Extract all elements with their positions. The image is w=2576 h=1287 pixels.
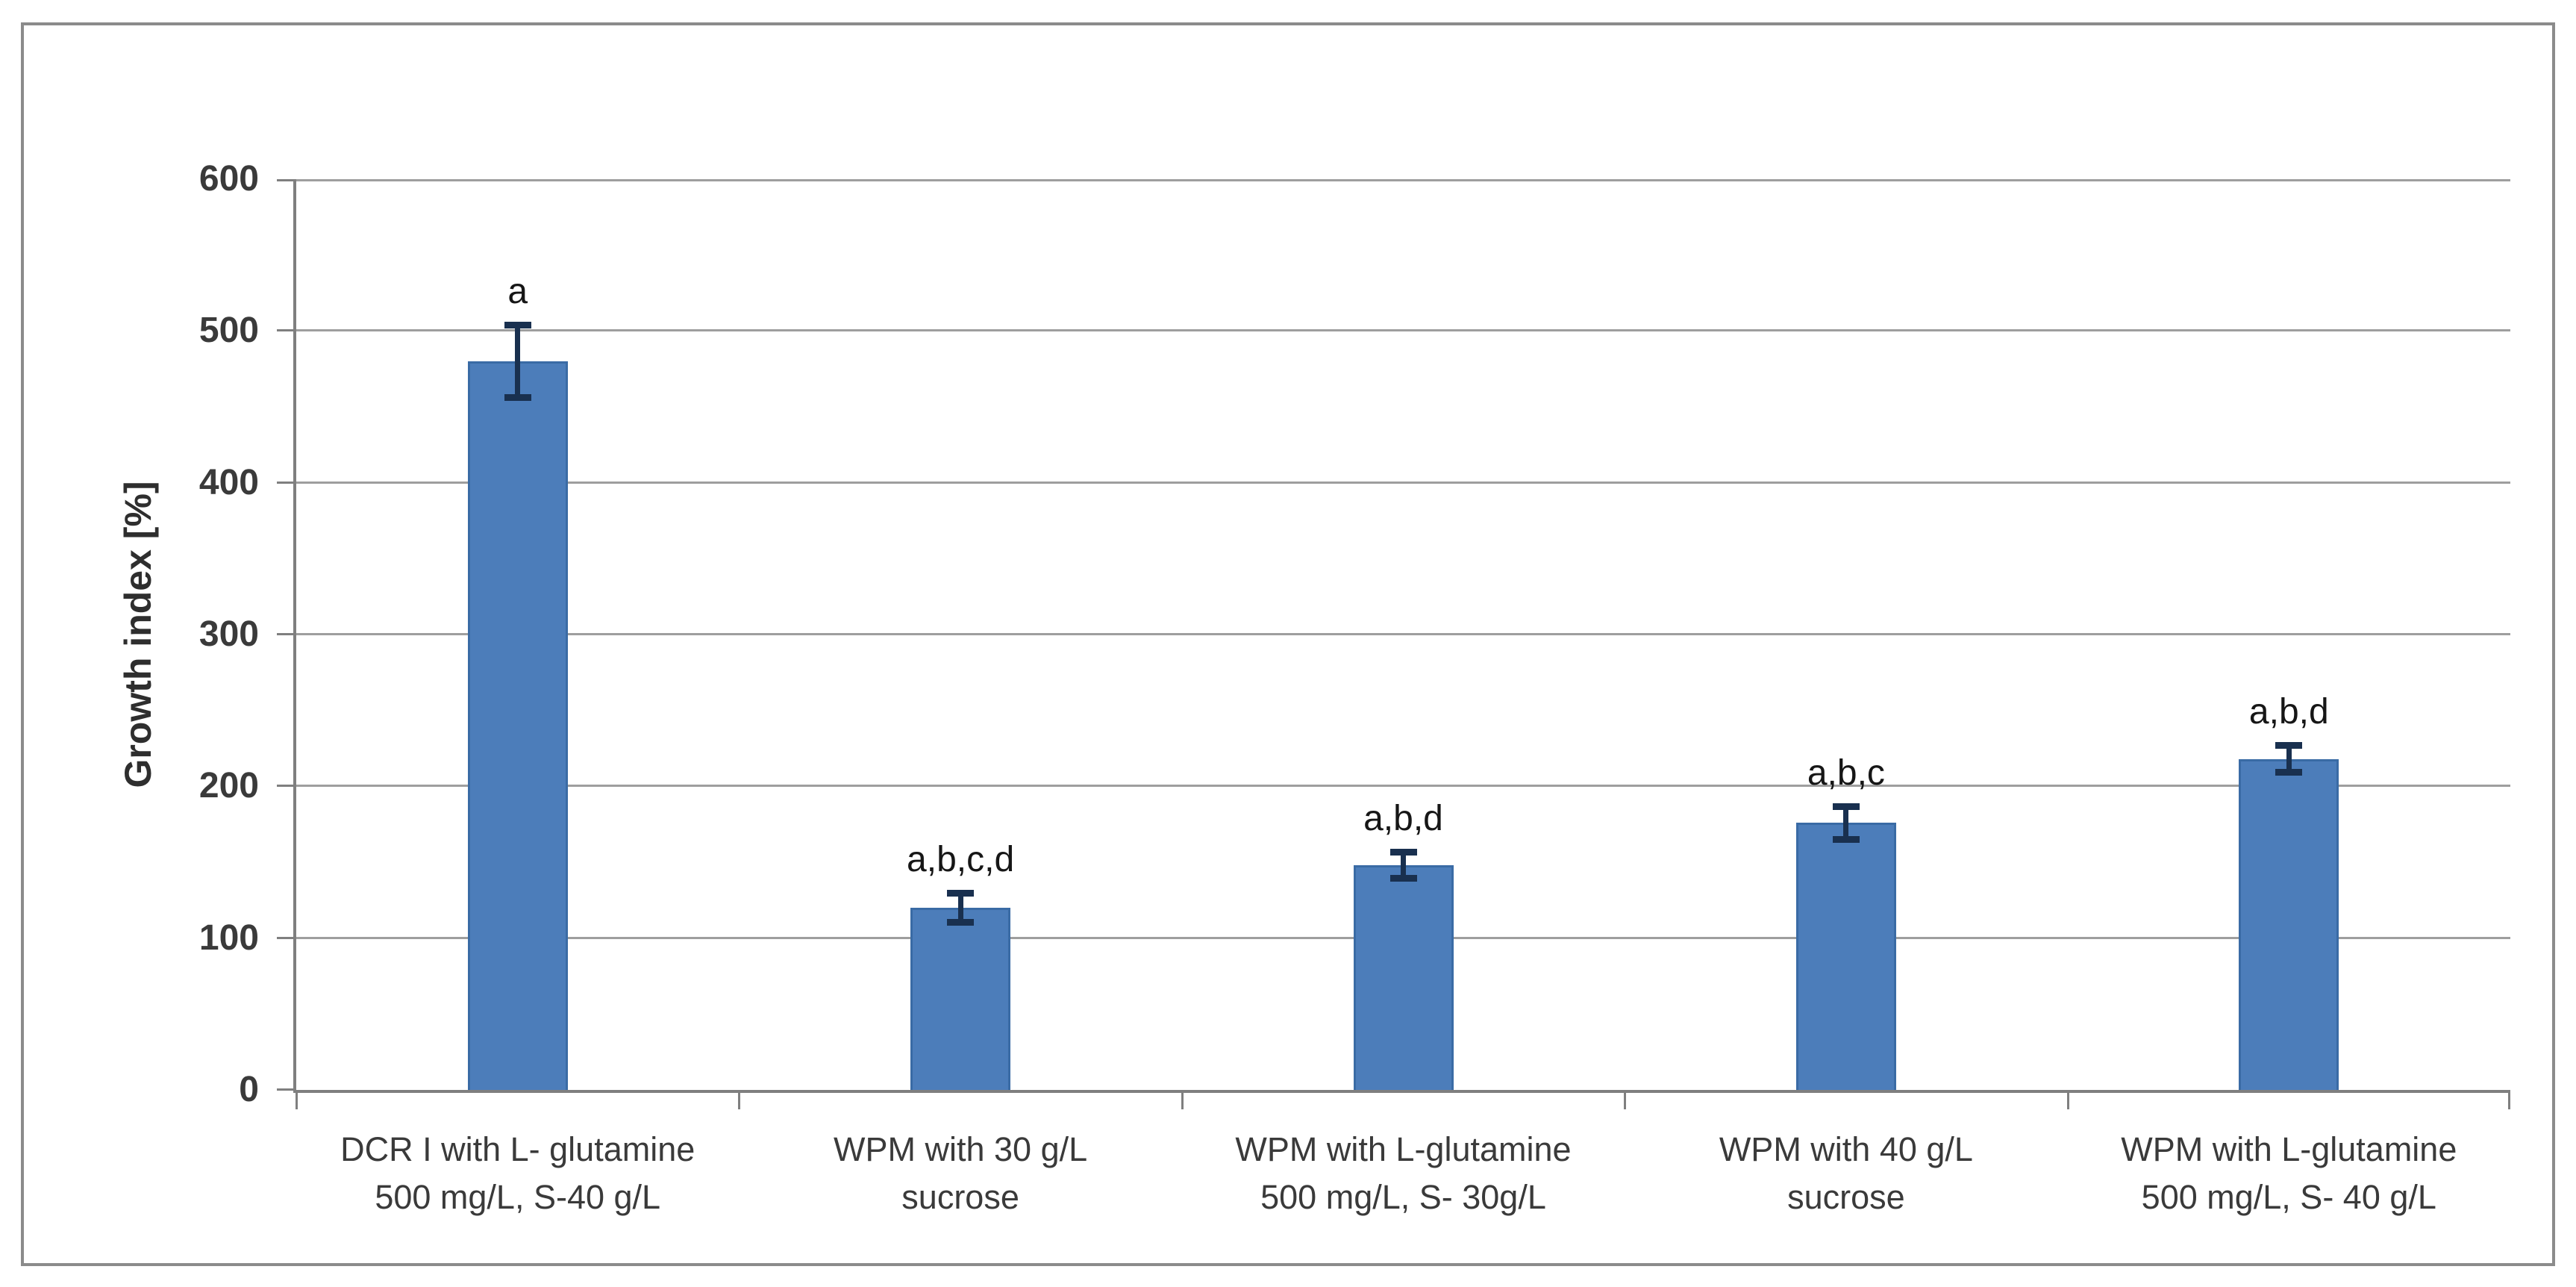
y-tick-mark — [277, 1088, 296, 1091]
plot-area: 0 100 200 300 400 500 600 a DCR I with L- glutam… — [199, 160, 2510, 1216]
category-label: WPM with L-glutamine 500 mg/L, S- 30g/L — [1235, 1130, 1572, 1216]
gridline-y600 — [296, 179, 2510, 181]
y-tick-mark — [277, 481, 296, 484]
error-bar-bottom-cap — [1389, 875, 1417, 882]
error-bar-bottom-cap — [947, 919, 975, 926]
y-tick-label: 600 — [198, 159, 259, 199]
gridline-y200 — [296, 785, 2510, 788]
y-tick-mark — [277, 936, 296, 939]
y-tick-label: 400 — [198, 462, 259, 502]
y-tick-label: 0 — [239, 1070, 259, 1109]
y-tick-label: 100 — [198, 917, 259, 958]
error-bar-top-cap — [1389, 848, 1417, 856]
error-bar-bottom-cap — [504, 393, 531, 401]
error-bar-top-cap — [947, 889, 975, 897]
bar-1 — [467, 361, 568, 1090]
x-tick-mark — [296, 1093, 298, 1109]
y-tick-label: 200 — [198, 766, 259, 806]
y-tick-mark — [277, 179, 296, 181]
y-tick-label: 300 — [198, 614, 259, 654]
x-tick-mark — [1624, 1093, 1626, 1109]
error-bar-bottom-cap — [2275, 769, 2303, 776]
bar-3 — [1353, 865, 1454, 1090]
x-tick-mark — [2508, 1093, 2510, 1109]
error-bar-top-cap — [504, 322, 531, 329]
category-label: WPM with 30 g/L sucrose — [834, 1130, 1088, 1216]
gridline-y300 — [296, 633, 2510, 635]
bar-annotation: a,b,d — [1363, 798, 1443, 838]
error-bar — [1843, 805, 1849, 840]
bar-annotation: a,b,c — [1807, 752, 1885, 793]
y-tick-label: 500 — [198, 311, 259, 351]
x-tick-mark — [1181, 1093, 1184, 1109]
y-tick-mark — [277, 329, 296, 332]
error-bar-top-cap — [1832, 803, 1860, 810]
bar-4 — [1795, 823, 1896, 1090]
x-tick-mark — [738, 1093, 740, 1109]
error-bar — [515, 325, 521, 398]
category-label: WPM with 40 g/L sucrose — [1719, 1130, 1973, 1216]
error-bar — [957, 892, 963, 923]
error-bar — [2286, 745, 2292, 773]
bar-2 — [910, 908, 1011, 1090]
bar-annotation: a — [507, 272, 528, 312]
bar-annotation: a,b,d — [2248, 692, 2329, 732]
category-label: WPM with L-glutamine 500 mg/L, S- 40 g/L — [2121, 1130, 2457, 1216]
category-label: DCR I with L- glutamine 500 mg/L, S-40 g… — [340, 1130, 695, 1216]
x-tick-mark — [2067, 1093, 2069, 1109]
bar-annotation: a,b,c,d — [907, 839, 1015, 879]
y-tick-mark — [277, 633, 296, 635]
error-bar-bottom-cap — [1832, 835, 1860, 843]
bar-5 — [2239, 759, 2339, 1090]
chart-outer-border — [21, 22, 2555, 1266]
error-bar — [1401, 851, 1406, 879]
error-bar-top-cap — [2275, 742, 2303, 750]
gridline-y500 — [296, 329, 2510, 332]
y-tick-mark — [277, 785, 296, 788]
gridline-y400 — [296, 481, 2510, 484]
